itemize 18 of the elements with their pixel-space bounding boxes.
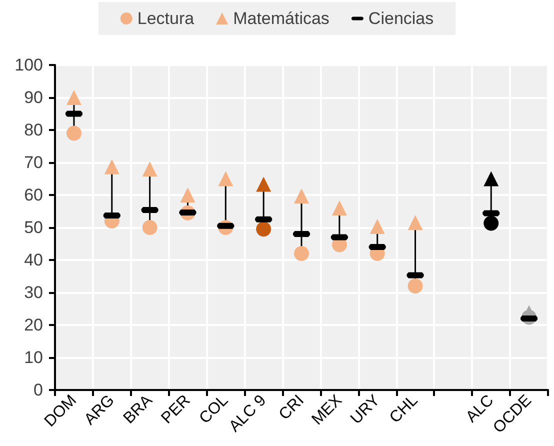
y-tick-label: 50: [24, 218, 43, 237]
y-tick-label: 0: [34, 380, 43, 400]
y-tick-label: 90: [24, 88, 43, 107]
y-tick-label: 30: [24, 283, 43, 302]
y-tick-label: 20: [24, 316, 43, 334]
legend-label: Matemáticas: [233, 9, 330, 28]
x-tick-label: CHL: [386, 392, 422, 427]
y-tick-label: 60: [24, 186, 43, 204]
y-tick-label: 40: [24, 250, 43, 270]
y-tick-label: 100: [14, 56, 43, 74]
y-tick-label: 70: [24, 153, 43, 172]
x-tick-label: CRI: [276, 392, 308, 424]
legend-label: Lectura: [137, 9, 195, 28]
legend-label: Ciencias: [368, 9, 434, 28]
x-tick-label: COL: [196, 392, 232, 428]
x-tick-label: BRA: [120, 392, 156, 428]
y-tick-label: 80: [24, 120, 43, 140]
y-tick-label: 10: [24, 348, 43, 367]
